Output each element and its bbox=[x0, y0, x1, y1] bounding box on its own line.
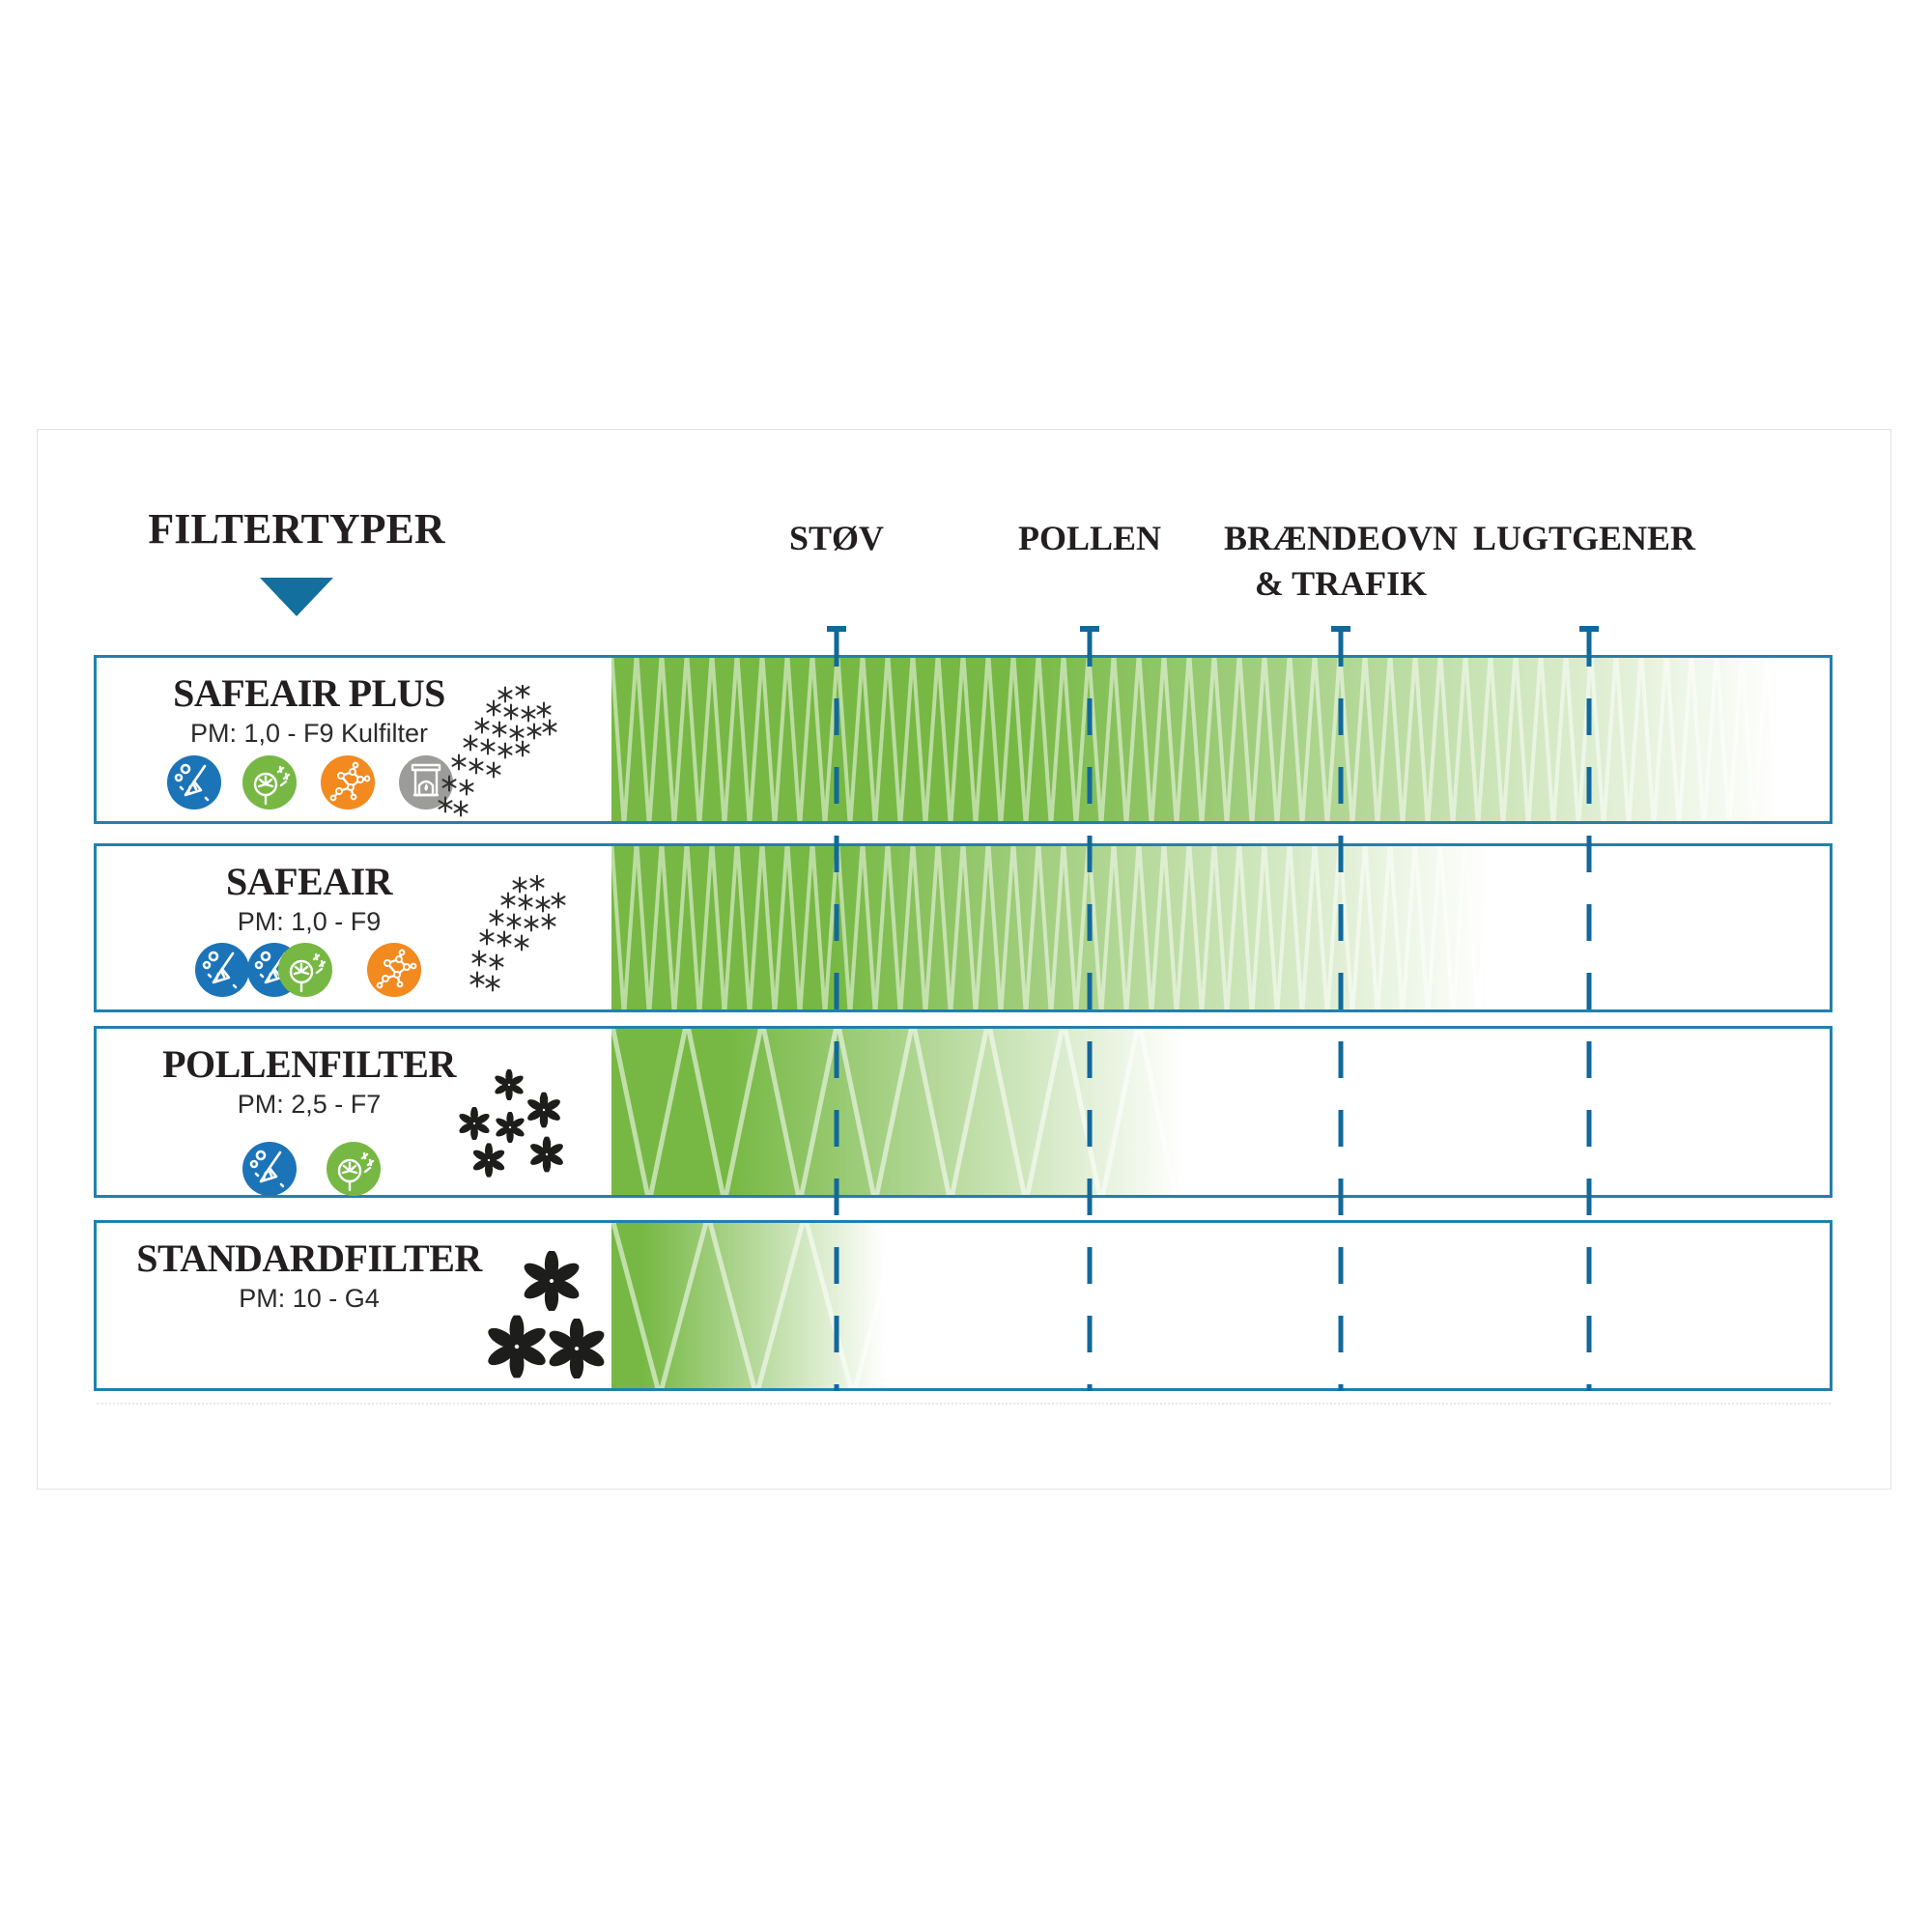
coverage-bar-safeair bbox=[611, 846, 1830, 1009]
pollen-icon bbox=[278, 943, 332, 997]
row-standardfilter: STANDARDFILTER PM: 10 - G4 bbox=[94, 1220, 1833, 1391]
row-title: POLLENFILTER bbox=[162, 1042, 456, 1086]
row-spec: PM: 10 - G4 bbox=[239, 1284, 380, 1313]
fine-particle-cluster-icon bbox=[438, 685, 557, 817]
column-header-pollen: POLLEN bbox=[1017, 519, 1162, 557]
row-title: SAFEAIR bbox=[225, 860, 393, 903]
dust-icon bbox=[195, 943, 249, 997]
dust-icon bbox=[167, 755, 221, 810]
row-spec: PM: 1,0 - F9 Kulfilter bbox=[189, 719, 429, 748]
column-header-lugtgener: LUGTGENER bbox=[1472, 519, 1696, 557]
row-title: SAFEAIR PLUS bbox=[173, 671, 445, 715]
coverage-bar-standardfilter bbox=[611, 1223, 1830, 1388]
odor-icon bbox=[321, 755, 375, 810]
row-title: STANDARDFILTER bbox=[136, 1236, 482, 1280]
pollen-icon bbox=[242, 755, 297, 810]
row-safeair-plus: SAFEAIR PLUS PM: 1,0 - F9 Kulfilter bbox=[94, 655, 1833, 824]
column-header-line2: & TRAFIK bbox=[1254, 564, 1428, 603]
column-header-braendeovn-trafik: BRÆNDEOVN & TRAFIK bbox=[1177, 516, 1505, 607]
page-title: FILTERTYPER bbox=[148, 505, 445, 553]
baseline-dotted-line bbox=[97, 1403, 1831, 1405]
column-header-stov: STØV bbox=[788, 519, 885, 557]
coverage-bar-pollenfilter bbox=[611, 1029, 1830, 1195]
row-spec: PM: 2,5 - F7 bbox=[237, 1090, 382, 1119]
coverage-bar-safeair-plus bbox=[611, 658, 1830, 821]
column-header-line1: BRÆNDEOVN bbox=[1223, 519, 1458, 557]
dust-icon bbox=[242, 1142, 297, 1196]
pollen-icon bbox=[327, 1142, 381, 1196]
pollen-particle-cluster-icon bbox=[457, 1068, 565, 1178]
coarse-particle-cluster-icon bbox=[488, 1251, 607, 1378]
row-spec: PM: 1,0 - F9 bbox=[237, 907, 382, 936]
fine-particle-cluster-icon bbox=[469, 875, 566, 992]
row-safeair: SAFEAIR PM: 1,0 - F9 bbox=[94, 843, 1833, 1012]
odor-icon bbox=[367, 943, 421, 997]
row-pollenfilter: POLLENFILTER PM: 2,5 - F7 bbox=[94, 1026, 1833, 1198]
down-triangle-icon bbox=[260, 578, 333, 616]
